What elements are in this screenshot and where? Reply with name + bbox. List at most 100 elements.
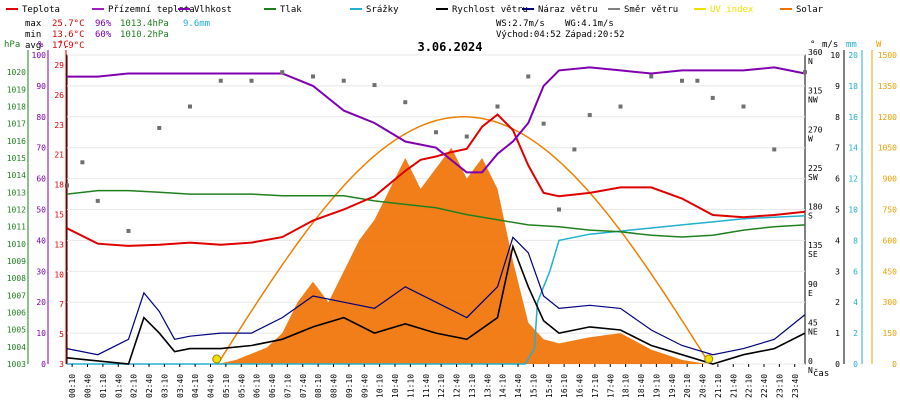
wind-dir-point: [311, 74, 315, 79]
x-tick-label: 00:40: [84, 374, 93, 398]
press-tick: 1020: [7, 68, 26, 77]
w-tick: 300: [883, 298, 898, 307]
chart-header: max 25.7°C 96% 1013.4hPa 9.6mm min 13.6°…: [25, 19, 625, 54]
w-tick: 150: [883, 329, 898, 338]
wind-dir-point: [772, 147, 777, 152]
hum-tick: 60: [36, 175, 46, 184]
unit-press: hPa: [4, 40, 20, 50]
ms-tick: 9: [835, 82, 840, 91]
x-tick-label: 15:40: [545, 374, 554, 398]
stat-max-label: max: [25, 19, 42, 29]
wind-dir-point: [95, 198, 100, 203]
unit-ms: m/s: [822, 40, 838, 50]
temp-tick: 13: [54, 240, 64, 249]
press-tick: 1017: [7, 120, 26, 129]
dir-tick-label: SW: [808, 173, 818, 182]
sun-marker: [704, 354, 714, 364]
unit-hum: %: [38, 40, 44, 50]
dir-tick: 225: [808, 164, 823, 173]
x-tick-label: 11:40: [422, 374, 431, 398]
stat-min-press: 1010.2hPa: [120, 30, 169, 40]
legend-label: Srážky: [366, 5, 399, 15]
wind-dir-point: [464, 134, 469, 139]
ms-tick: 5: [835, 206, 840, 215]
legend-label: Vlhkost: [194, 5, 232, 15]
hum-tick: 0: [41, 360, 46, 369]
x-tick-label: 04:10: [191, 374, 200, 398]
x-tick-label: 04:40: [207, 374, 216, 398]
dir-tick: 0: [808, 357, 813, 366]
dir-tick-label: S: [808, 212, 813, 221]
w-tick: 900: [883, 175, 898, 184]
w-tick: 750: [883, 206, 898, 215]
wind-dir-point: [249, 78, 254, 83]
x-tick-label: 18:10: [622, 374, 631, 398]
wind-dir-point: [526, 74, 531, 79]
dir-tick: 135: [808, 241, 823, 250]
hum-tick: 100: [32, 51, 47, 60]
stat-min-temp: 13.6°C: [52, 30, 85, 40]
x-tick-label: 15:10: [529, 374, 538, 398]
info-wg: WG:4.1m/s: [565, 19, 614, 29]
ms-tick: 8: [835, 113, 840, 122]
x-tick-label: 13:10: [468, 374, 477, 398]
x-tick-label: 23:40: [791, 374, 800, 398]
press-tick: 1011: [7, 223, 26, 232]
mm-tick: 16: [848, 113, 858, 122]
x-tick-label: 06:10: [253, 374, 262, 398]
press-tick: 1006: [7, 309, 26, 318]
w-tick: 1050: [878, 144, 897, 153]
wind-speed-line: [66, 243, 806, 365]
x-tick-label: 02:10: [130, 374, 139, 398]
unit-deg: °: [810, 40, 815, 50]
mm-tick: 6: [853, 267, 858, 276]
mm-tick: 14: [848, 144, 858, 153]
hum-tick: 80: [36, 113, 46, 122]
mm-tick: 0: [853, 360, 858, 369]
x-tick-label: 02:40: [145, 374, 154, 398]
wind-dir-point: [280, 70, 285, 75]
temp-tick: 3: [59, 360, 64, 369]
press-tick: 1008: [7, 274, 26, 283]
x-tick-label: 09:10: [345, 374, 354, 398]
x-tick-label: 16:10: [560, 374, 569, 398]
legend-label: Směr větru: [624, 5, 678, 15]
dir-tick-label: W: [808, 134, 813, 143]
info-sunset: Západ:20:52: [565, 30, 625, 40]
x-tick-label: 08:10: [314, 374, 323, 398]
x-tick-label: 05:40: [237, 374, 246, 398]
x-tick-label: 07:40: [299, 374, 308, 398]
dir-tick: 315: [808, 87, 823, 96]
dir-tick: 90: [808, 280, 818, 289]
solar-clear-curve: [217, 116, 711, 365]
legend-label: UV index: [710, 5, 754, 15]
wind-dir-point: [680, 78, 684, 83]
wind-dir-point: [188, 104, 192, 109]
axis-units: hPa % °C ° m/s mm W čas: [4, 40, 882, 379]
press-tick: 1009: [7, 257, 26, 266]
x-tick-label: 20:40: [699, 374, 708, 398]
unit-w: W: [876, 40, 882, 50]
hum-tick: 70: [36, 144, 46, 153]
wind-dir-point: [572, 147, 577, 152]
x-tick-label: 22:10: [745, 374, 754, 398]
wind-dir-point: [695, 78, 700, 83]
mm-tick: 20: [848, 51, 858, 60]
temp-tick: 10: [54, 270, 64, 279]
mm-tick: 18: [848, 82, 858, 91]
wind-dir-point: [541, 121, 546, 126]
ms-tick: 10: [830, 51, 840, 60]
chart-title: 3.06.2024: [417, 40, 482, 54]
hum-tick: 30: [36, 267, 46, 276]
x-tick-label: 07:10: [283, 374, 292, 398]
x-tick-label: 23:10: [775, 374, 784, 398]
x-tick-label: 01:40: [114, 374, 123, 398]
wind-dir-point: [372, 83, 377, 88]
x-tick-label: 17:10: [591, 374, 600, 398]
x-tick-label: 17:40: [606, 374, 615, 398]
plot-area: [65, 54, 807, 365]
legend-label: Přízemní teplota: [108, 5, 195, 15]
x-tick-label: 01:10: [99, 374, 108, 398]
w-tick: 1500: [878, 51, 897, 60]
temperature-line: [66, 113, 806, 247]
